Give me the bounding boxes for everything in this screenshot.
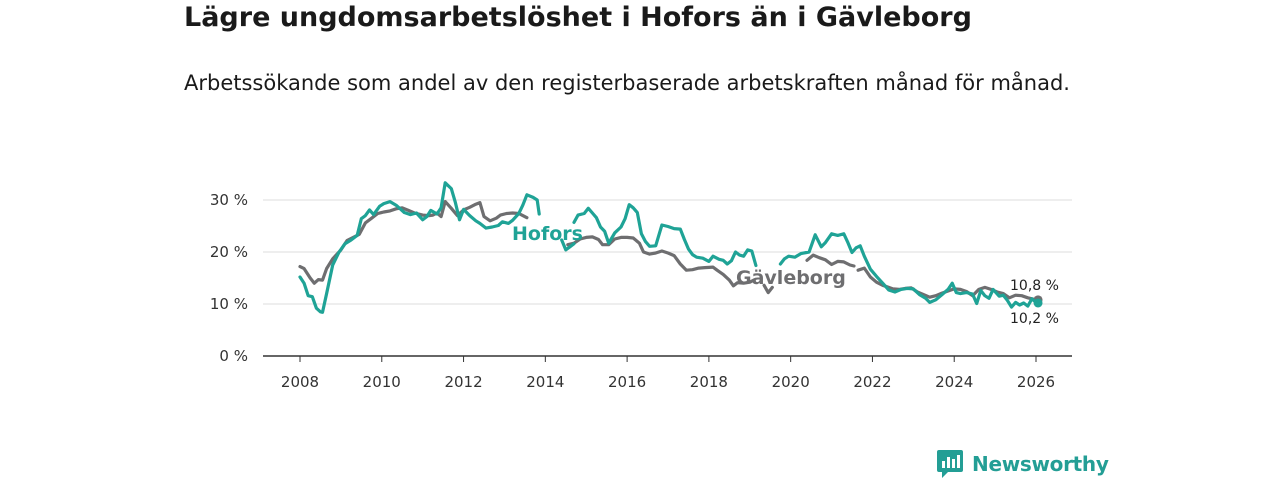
newsworthy-logo: Newsworthy: [936, 449, 1109, 479]
x-axis: 2008 2010 2012 2014 2016 2018 2020 2022 2024 2026: [263, 355, 1072, 391]
x-tick-label: 2010: [363, 373, 401, 391]
series-labels: Gävleborg Hofors 10,8 % 10,2 %: [512, 223, 1059, 327]
series-line-g-vleborg: [298, 200, 1040, 302]
end-point-hofors: [1033, 298, 1043, 308]
x-tick-label: 2012: [444, 373, 482, 391]
line-chart: 0 % 10 % 20 % 30 % 2008 2010 2012 2014 2016 2018…: [210, 181, 1072, 391]
series-label-g-vleborg: Gävleborg: [736, 267, 846, 289]
x-tick-label: 2024: [935, 373, 973, 391]
x-tick-label: 2016: [608, 373, 646, 391]
x-tick-label: 2020: [772, 373, 810, 391]
y-tick-label: 10 %: [210, 295, 248, 313]
end-value-label-g-vleborg: 10,8 %: [1010, 278, 1059, 294]
chart-subtitle: Arbetssökande som andel av den registerb…: [184, 71, 1070, 95]
x-tick-label: 2022: [853, 373, 891, 391]
y-axis: 0 % 10 % 20 % 30 %: [210, 191, 248, 365]
series-lines: [298, 181, 1043, 314]
y-tick-label: 20 %: [210, 243, 248, 261]
newsworthy-logo-icon: [937, 450, 963, 478]
x-tick-label: 2018: [690, 373, 728, 391]
series-line-hofors: [298, 181, 1040, 314]
chart-title: Lägre ungdomsarbetslöshet i Hofors än i …: [184, 2, 972, 33]
x-tick-label: 2008: [281, 373, 319, 391]
y-tick-label: 0 %: [219, 347, 248, 365]
series-label-hofors: Hofors: [512, 223, 583, 245]
y-tick-label: 30 %: [210, 191, 248, 209]
x-tick-label: 2014: [526, 373, 564, 391]
end-value-label-hofors: 10,2 %: [1010, 311, 1059, 327]
x-tick-label: 2026: [1017, 373, 1055, 391]
brand-name: Newsworthy: [972, 452, 1109, 476]
